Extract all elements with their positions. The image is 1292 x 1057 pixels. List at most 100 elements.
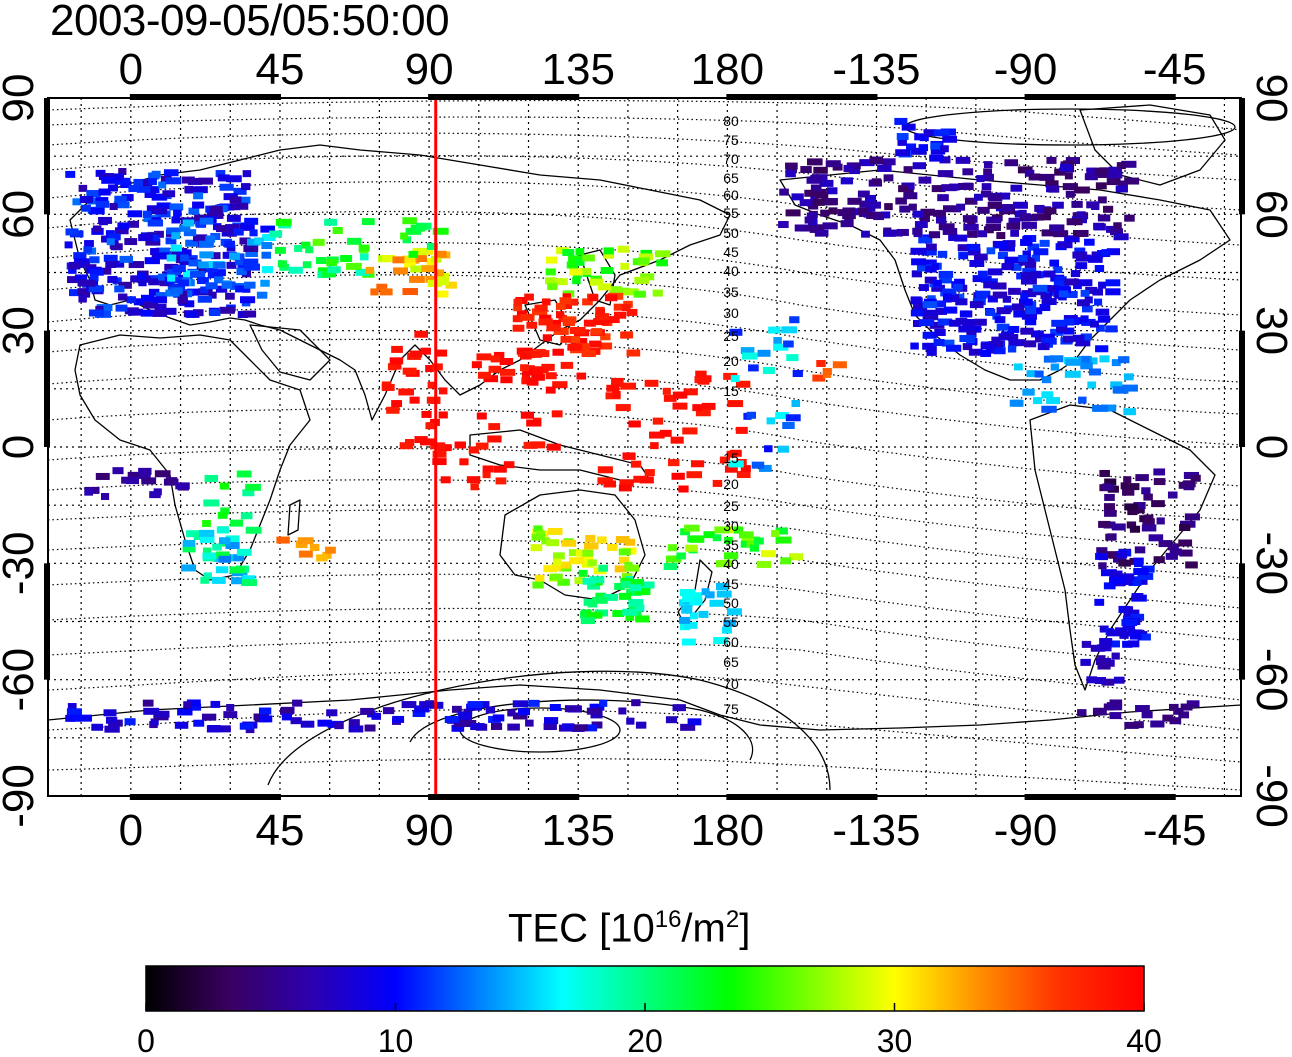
tec-cell — [746, 411, 757, 419]
tec-cell — [930, 147, 946, 155]
tec-cell — [581, 609, 592, 617]
tec-cell — [151, 193, 168, 201]
tec-cell — [231, 577, 242, 585]
tec-cell — [779, 188, 789, 196]
tec-cell — [409, 396, 420, 404]
tec-cell — [898, 185, 908, 193]
tec-cell — [166, 254, 177, 262]
tec-cell — [1018, 298, 1033, 306]
tec-cell — [562, 248, 575, 256]
tec-cell — [412, 709, 426, 717]
tec-cell — [911, 147, 927, 155]
bottom-longitude-tick-label: -90 — [994, 806, 1058, 855]
tec-cell — [128, 308, 143, 316]
tec-cell — [1104, 493, 1115, 501]
tec-cell — [1123, 373, 1134, 381]
tec-cell — [1049, 259, 1060, 267]
tec-cell — [205, 282, 218, 290]
tec-cell — [571, 336, 581, 344]
tec-cell — [1099, 469, 1110, 477]
tec-cell — [595, 592, 607, 600]
tec-cell — [589, 576, 605, 584]
contour-label: 15 — [723, 450, 739, 466]
tec-cell — [1064, 278, 1079, 286]
tec-cell — [912, 210, 924, 218]
tec-cell — [810, 174, 823, 182]
tec-cell — [1105, 279, 1121, 287]
tec-cell — [402, 217, 417, 225]
tec-cell — [138, 234, 153, 242]
tec-cell — [635, 615, 650, 623]
tec-cell — [980, 190, 992, 198]
tec-cell — [507, 709, 516, 717]
tec-cell — [701, 402, 716, 410]
tec-cell — [588, 294, 599, 302]
tec-cell — [792, 370, 803, 378]
tec-cell — [1043, 207, 1057, 215]
tec-cell — [1118, 559, 1132, 567]
tec-cell — [768, 326, 781, 334]
tec-cell — [958, 325, 975, 333]
tec-cell — [164, 263, 179, 271]
tec-cell — [210, 700, 221, 708]
tec-cell — [678, 485, 689, 493]
tec-cell — [316, 257, 327, 265]
tec-cell — [1033, 213, 1044, 221]
tec-cell — [1111, 359, 1121, 367]
tec-cell — [920, 208, 935, 216]
tec-cell — [1092, 288, 1104, 296]
tec-cell — [974, 193, 983, 201]
tec-cell — [1190, 474, 1201, 482]
left-latitude-tick-label: 90 — [0, 74, 43, 123]
tec-cell — [629, 584, 642, 592]
tec-cell — [242, 489, 255, 497]
left-latitude-labels: 90 60 30 0 -30 -60 -90 — [0, 74, 43, 828]
tec-cell — [1096, 324, 1105, 332]
tec-cell — [614, 565, 627, 573]
tec-cell — [1070, 270, 1081, 278]
tec-cell — [218, 537, 231, 545]
tec-cell — [590, 711, 603, 719]
tec-cell — [910, 296, 922, 304]
tec-cell — [1121, 619, 1138, 627]
tec-cell — [1165, 552, 1178, 560]
tec-cell — [901, 123, 916, 131]
tec-cell — [530, 350, 542, 358]
tec-cell — [391, 400, 403, 408]
tec-cell — [1115, 185, 1128, 193]
tec-cell — [883, 174, 894, 182]
tec-cell — [582, 254, 595, 262]
tec-cell — [884, 203, 893, 211]
tec-cell — [604, 294, 618, 302]
tec-cell — [340, 254, 353, 262]
tec-cell — [1109, 570, 1123, 578]
tec-cell — [88, 285, 105, 293]
tec-cell — [786, 166, 797, 174]
tec-cell — [568, 549, 581, 557]
tec-cell — [259, 715, 273, 723]
tec-cell — [560, 335, 572, 343]
tec-cell — [419, 438, 436, 446]
tec-cell — [918, 144, 929, 152]
right-latitude-labels: 90 60 30 0 -30 -60 -90 — [1247, 74, 1292, 828]
tec-cell — [873, 213, 884, 221]
tec-cell — [327, 266, 341, 274]
tec-cell — [859, 200, 868, 208]
tec-cell — [182, 545, 196, 553]
tec-cell — [85, 279, 96, 287]
tec-cell — [521, 372, 531, 380]
tec-cell — [701, 588, 710, 596]
tec-cell — [492, 714, 505, 722]
tec-cell — [551, 410, 563, 418]
tec-cell — [163, 169, 179, 177]
tec-cell — [931, 284, 945, 292]
tec-cell — [922, 301, 937, 309]
tec-cell — [820, 209, 830, 217]
tec-cell — [427, 381, 438, 389]
tec-cell — [987, 268, 1003, 276]
tec-cell — [1112, 386, 1125, 394]
tec-cell — [615, 404, 631, 412]
tec-cell — [713, 637, 729, 645]
tec-cell — [451, 705, 462, 713]
tec-cell — [151, 170, 161, 178]
